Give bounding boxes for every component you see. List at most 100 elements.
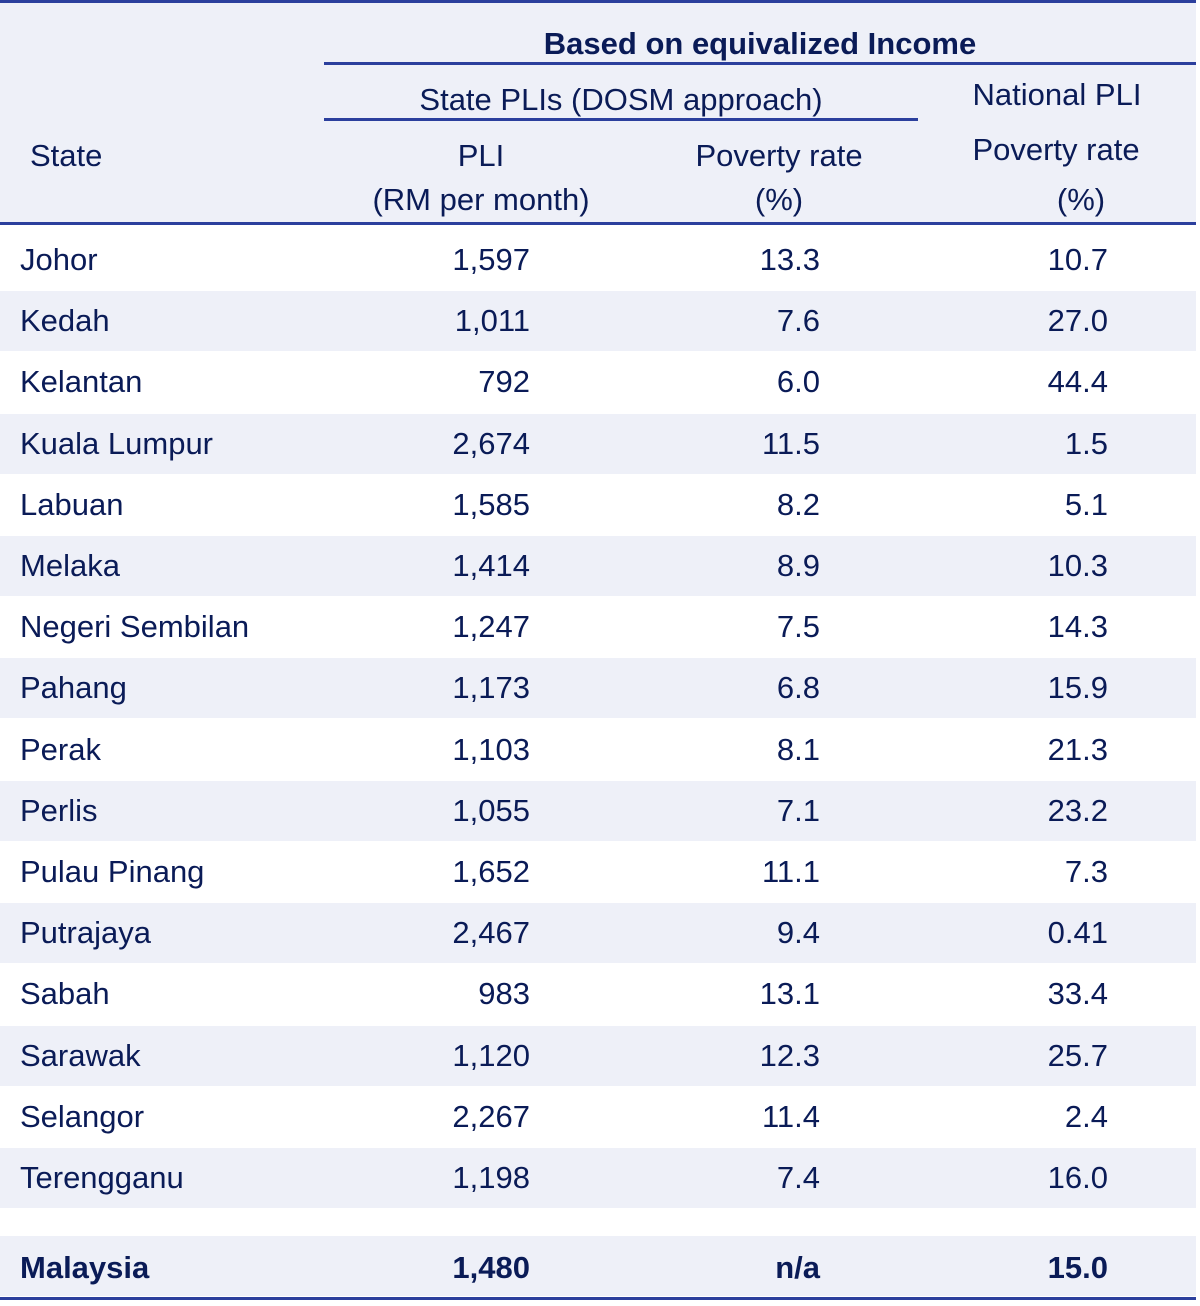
poverty-rate-cell: 9.4 <box>776 915 820 950</box>
col-header-national-poverty-rate-line1: Poverty rate <box>972 132 1140 167</box>
state-cell: Pahang <box>20 670 127 705</box>
table-row: Sabah 983 13.1 33.4 <box>0 964 1196 1024</box>
poverty-rate-cell: 11.1 <box>761 854 820 889</box>
poverty-rate-cell: 13.1 <box>759 976 820 1011</box>
pli-cell: 1,414 <box>452 548 530 583</box>
table-row: Labuan 1,585 8.2 5.1 <box>0 475 1196 535</box>
pli-cell: 1,173 <box>452 670 530 705</box>
header-bottom-rule <box>0 222 1196 225</box>
pli-cell: 792 <box>478 364 530 399</box>
table-row: Putrajaya 2,467 9.4 0.41 <box>0 903 1196 963</box>
col-header-poverty-rate-line1: Poverty rate <box>695 138 863 173</box>
state-cell: Kuala Lumpur <box>20 426 214 461</box>
poverty-rate-cell: 11.5 <box>761 426 820 461</box>
table-row: Perak 1,103 8.1 21.3 <box>0 720 1196 780</box>
pli-cell: 1,011 <box>454 303 530 338</box>
national-poverty-rate-cell: 14.3 <box>1047 609 1108 644</box>
pli-cell: 2,267 <box>452 1099 530 1134</box>
national-pli-title: National PLI <box>972 77 1142 112</box>
state-cell: Kedah <box>20 303 110 338</box>
table-row: Pulau Pinang 1,652 11.1 7.3 <box>0 842 1196 902</box>
poverty-rate-cell: 8.9 <box>776 548 820 583</box>
poverty-rate-cell: 7.1 <box>776 793 820 828</box>
table-row: Perlis 1,055 7.1 23.2 <box>0 781 1196 841</box>
national-poverty-rate-cell: 5.1 <box>1064 487 1108 522</box>
pli-cell: 983 <box>478 976 530 1011</box>
table-row: Selangor 2,267 11.4 2.4 <box>0 1087 1196 1147</box>
national-poverty-rate-cell: 27.0 <box>1047 303 1108 338</box>
pli-cell: 1,247 <box>452 609 530 644</box>
national-poverty-rate-cell: 2.4 <box>1064 1099 1108 1134</box>
table-row: Negeri Sembilan 1,247 7.5 14.3 <box>0 597 1196 657</box>
total-pli: 1,480 <box>452 1250 530 1285</box>
poverty-rate-cell: 8.1 <box>776 732 820 767</box>
national-poverty-rate-cell: 21.3 <box>1047 732 1108 767</box>
header-band <box>0 0 1196 224</box>
poverty-rate-cell: 12.3 <box>759 1038 820 1073</box>
state-cell: Pulau Pinang <box>20 854 205 889</box>
pli-cell: 1,597 <box>452 242 530 277</box>
national-poverty-rate-cell: 23.2 <box>1047 793 1108 828</box>
total-state: Malaysia <box>20 1250 150 1285</box>
poverty-rate-cell: 11.4 <box>761 1099 820 1134</box>
state-plis-underline <box>324 118 918 121</box>
table-row: Kuala Lumpur 2,674 11.5 1.5 <box>0 414 1196 474</box>
state-cell: Melaka <box>20 548 120 583</box>
pli-cell: 1,055 <box>452 793 530 828</box>
state-cell: Perlis <box>20 793 98 828</box>
state-cell: Negeri Sembilan <box>20 609 250 644</box>
national-poverty-rate-cell: 0.41 <box>1047 915 1108 950</box>
total-row: Malaysia 1,480 n/a 15.0 <box>0 1236 1196 1296</box>
table-row: Terengganu 1,198 7.4 16.0 <box>0 1148 1196 1208</box>
col-header-poverty-rate-line2: (%) <box>754 182 804 217</box>
group-underline <box>324 62 1196 65</box>
group-title: Based on equivalized Income <box>543 26 977 61</box>
national-poverty-rate-cell: 10.7 <box>1047 242 1108 277</box>
national-poverty-rate-cell: 33.4 <box>1047 976 1108 1011</box>
pli-cell: 1,198 <box>452 1160 530 1195</box>
poverty-rate-cell: 7.4 <box>776 1160 820 1195</box>
state-plis-title: State PLIs (DOSM approach) <box>419 82 823 117</box>
table-row: Sarawak 1,120 12.3 25.7 <box>0 1026 1196 1086</box>
poverty-rate-cell: 13.3 <box>759 242 820 277</box>
state-cell: Perak <box>20 732 101 767</box>
state-cell: Putrajaya <box>20 915 151 950</box>
poverty-rate-cell: 7.5 <box>776 609 820 644</box>
poverty-rate-cell: 7.6 <box>776 303 820 338</box>
total-poverty-rate: n/a <box>775 1250 820 1285</box>
state-cell: Labuan <box>20 487 124 522</box>
state-cell: Kelantan <box>20 364 143 399</box>
pli-cell: 1,103 <box>452 732 530 767</box>
national-poverty-rate-cell: 44.4 <box>1047 364 1108 399</box>
national-poverty-rate-cell: 10.3 <box>1047 548 1108 583</box>
state-cell: Sarawak <box>20 1038 141 1073</box>
table-row: Johor 1,597 13.3 10.7 <box>0 230 1196 290</box>
state-cell: Selangor <box>20 1099 145 1134</box>
table-row: Pahang 1,173 6.8 15.9 <box>0 658 1196 718</box>
national-poverty-rate-cell: 7.3 <box>1064 854 1108 889</box>
col-header-national-poverty-rate-line2: (%) <box>1056 182 1106 217</box>
national-poverty-rate-cell: 15.9 <box>1047 670 1108 705</box>
table-row: Kedah 1,011 7.6 27.0 <box>0 291 1196 351</box>
pli-cell: 2,674 <box>452 426 530 461</box>
total-national-poverty-rate: 15.0 <box>1047 1250 1108 1285</box>
table-row: Melaka 1,414 8.9 10.3 <box>0 536 1196 596</box>
national-poverty-rate-cell: 16.0 <box>1047 1160 1108 1195</box>
poverty-rate-cell: 6.0 <box>776 364 820 399</box>
poverty-rate-cell: 6.8 <box>776 670 820 705</box>
state-cell: Johor <box>20 242 98 277</box>
state-cell: Terengganu <box>20 1160 184 1195</box>
col-header-state: State <box>30 138 103 173</box>
pli-cell: 1,585 <box>452 487 530 522</box>
pli-cell: 2,467 <box>452 915 530 950</box>
table-row: Kelantan 792 6.0 44.4 <box>0 352 1196 412</box>
poverty-rate-cell: 8.2 <box>776 487 820 522</box>
col-header-pli-line2: (RM per month) <box>372 182 590 217</box>
pli-cell: 1,120 <box>452 1038 530 1073</box>
col-header-pli-line1: PLI <box>457 138 505 173</box>
national-poverty-rate-cell: 25.7 <box>1047 1038 1108 1073</box>
state-cell: Sabah <box>20 976 110 1011</box>
top-rule <box>0 0 1196 3</box>
national-poverty-rate-cell: 1.5 <box>1064 426 1108 461</box>
bottom-rule <box>0 1297 1196 1300</box>
